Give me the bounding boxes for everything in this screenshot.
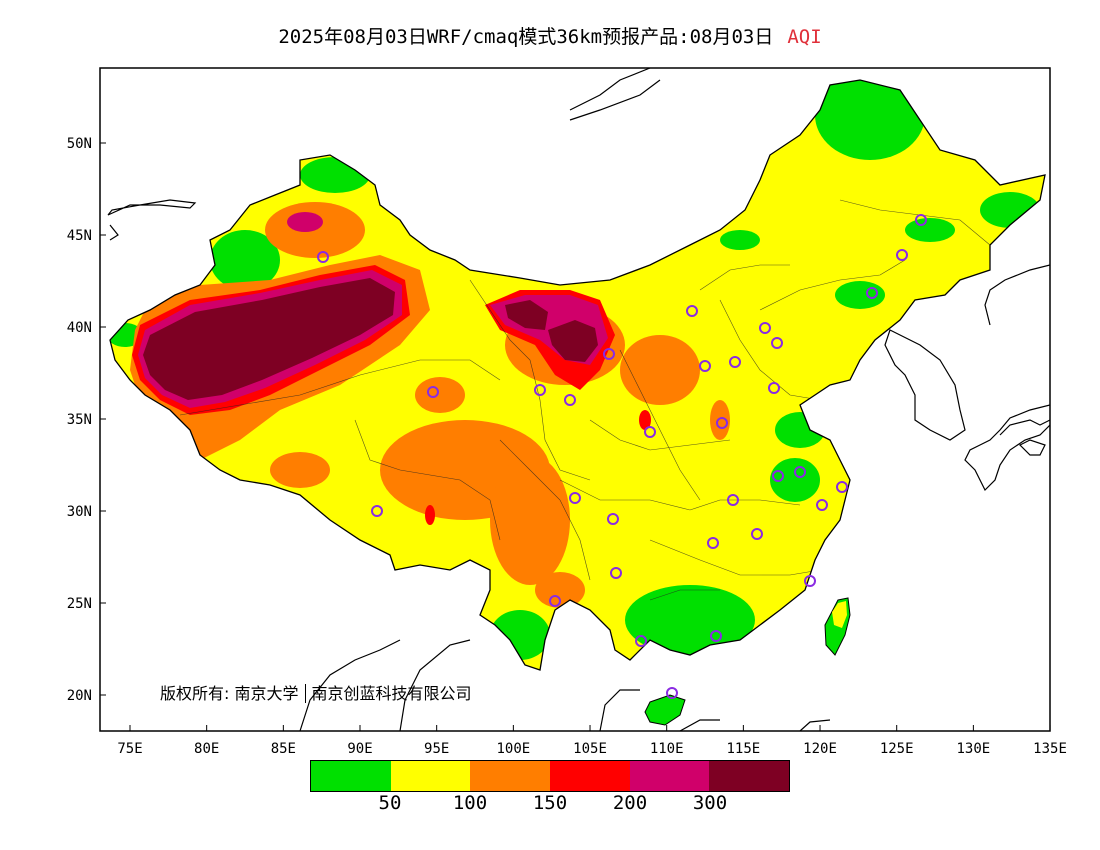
lat-tick-label: 30N	[67, 504, 92, 520]
lat-tick-label: 45N	[67, 228, 92, 244]
city-station-marker	[915, 214, 927, 226]
copyright-org-chuanglan: 南京创蓝科技有限公司	[311, 684, 472, 703]
station-markers	[317, 214, 927, 699]
title-main: 2025年08月03日WRF/cmaq模式36km预报产品:08月03日	[278, 26, 774, 48]
colorbar-swatch	[709, 761, 790, 791]
city-station-marker	[710, 630, 722, 642]
city-station-marker	[699, 360, 711, 372]
city-station-marker	[607, 513, 619, 525]
city-station-marker	[771, 337, 783, 349]
colorbar-label: 300	[692, 792, 728, 814]
aqi-colorbar-labels: 50 100 150 200 300	[310, 792, 790, 822]
city-station-marker	[794, 466, 806, 478]
colorbar-label: 100	[452, 792, 488, 814]
lon-tick-label: 135E	[1033, 741, 1067, 757]
lon-tick-label: 95E	[424, 741, 449, 757]
city-station-marker	[772, 470, 784, 482]
city-station-marker	[716, 417, 728, 429]
map-frame	[99, 67, 1051, 732]
colorbar-swatch	[470, 761, 551, 791]
lon-tick-label: 115E	[727, 741, 761, 757]
lon-tick-label: 125E	[880, 741, 914, 757]
lon-tick-label: 100E	[496, 741, 530, 757]
lat-tick-label: 20N	[67, 688, 92, 704]
lon-tick-label: 85E	[271, 741, 296, 757]
city-station-marker	[707, 537, 719, 549]
colorbar-label: 150	[532, 792, 568, 814]
copyright-org-nju: 南京大学	[234, 684, 299, 703]
colorbar-swatch	[311, 761, 391, 791]
city-station-marker	[317, 251, 329, 263]
city-station-marker	[549, 595, 561, 607]
city-station-marker	[610, 567, 622, 579]
hainan-island	[644, 694, 686, 726]
longitude-axis: 75E 80E 85E 90E 95E 100E 105E 110E 115E 120E 125E 1…	[117, 725, 1067, 757]
city-station-marker	[603, 348, 615, 360]
lat-tick-label: 35N	[67, 412, 92, 428]
colorbar-swatch	[390, 761, 471, 791]
city-station-marker	[816, 499, 828, 511]
city-station-marker	[896, 249, 908, 261]
lat-tick-label: 50N	[67, 136, 92, 152]
title-variable: AQI	[787, 26, 822, 48]
copyright-notice: 版权所有: 南京大学 南京创蓝科技有限公司	[160, 680, 472, 704]
lon-tick-label: 120E	[803, 741, 837, 757]
city-station-marker	[768, 382, 780, 394]
china-border	[109, 79, 1046, 671]
city-station-marker	[635, 635, 647, 647]
map-title: 2025年08月03日WRF/cmaq模式36km预报产品:08月03日 AQI	[0, 22, 1100, 49]
lon-tick-label: 80E	[194, 741, 219, 757]
colorbar-label: 200	[612, 792, 648, 814]
city-station-marker	[686, 305, 698, 317]
lon-tick-label: 75E	[117, 741, 142, 757]
city-station-marker	[759, 322, 771, 334]
city-station-marker	[836, 481, 848, 493]
city-station-marker	[371, 505, 383, 517]
city-station-marker	[804, 575, 816, 587]
lat-tick-label: 40N	[67, 320, 92, 336]
city-station-marker	[569, 492, 581, 504]
city-station-marker	[666, 687, 678, 699]
lon-tick-label: 90E	[347, 741, 372, 757]
lon-tick-label: 110E	[650, 741, 684, 757]
lat-tick-label: 25N	[67, 596, 92, 612]
latitude-axis: 50N 45N 40N 35N 30N 25N 20N	[67, 136, 106, 704]
colorbar-label: 50	[378, 792, 402, 814]
copyright-label: 版权所有:	[160, 684, 230, 703]
city-station-marker	[727, 494, 739, 506]
lon-tick-label: 130E	[957, 741, 991, 757]
city-station-marker	[644, 426, 656, 438]
colorbar-swatch	[629, 761, 710, 791]
city-station-marker	[564, 394, 576, 406]
city-station-marker	[427, 386, 439, 398]
colorbar-swatch	[550, 761, 630, 791]
city-station-marker	[751, 528, 763, 540]
city-station-marker	[534, 384, 546, 396]
lon-tick-label: 105E	[573, 741, 607, 757]
city-station-marker	[866, 287, 878, 299]
city-station-marker	[729, 356, 741, 368]
aqi-colorbar	[310, 760, 790, 792]
